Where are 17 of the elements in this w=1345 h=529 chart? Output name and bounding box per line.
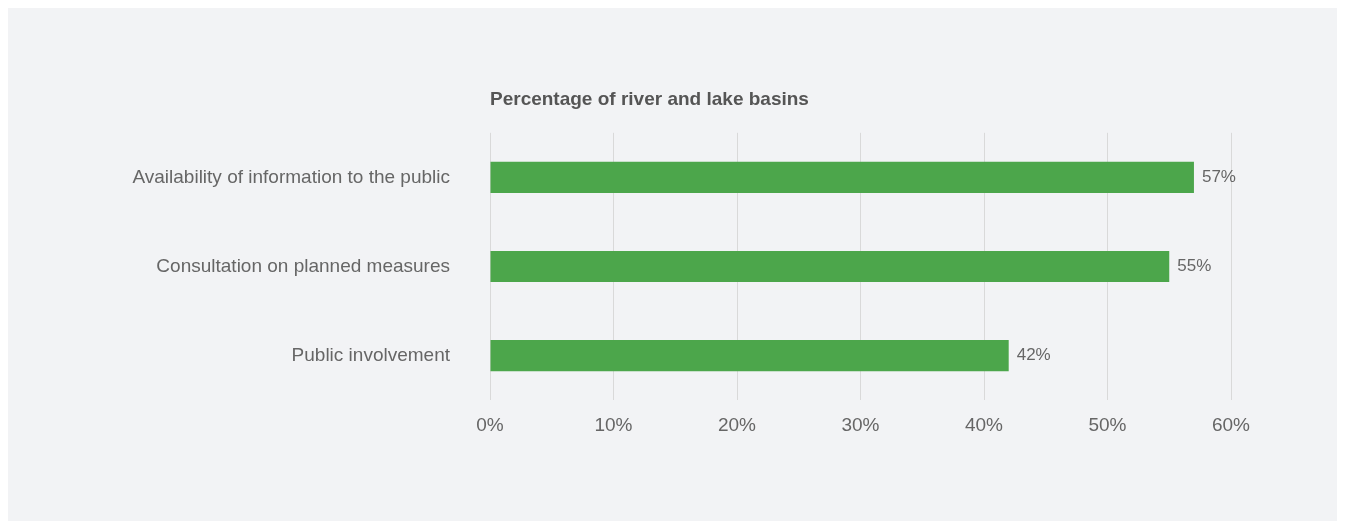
x-tick-label: 20% bbox=[717, 413, 757, 435]
y-tick-label: Public involvement bbox=[291, 343, 451, 365]
y-tick-label: Availability of information to the public bbox=[132, 165, 450, 187]
x-tick-label: 30% bbox=[841, 413, 880, 435]
x-tick-label: 10% bbox=[594, 413, 633, 435]
data-label: 42% bbox=[1016, 345, 1051, 365]
bar bbox=[490, 340, 1009, 372]
chart-title: Percentage of river and lake basins bbox=[490, 87, 809, 109]
x-tick-label: 50% bbox=[1088, 413, 1127, 435]
bar bbox=[490, 250, 1170, 283]
x-tick-label: 60% bbox=[1211, 413, 1251, 435]
data-label: 57% bbox=[1201, 167, 1236, 187]
data-label: 55% bbox=[1177, 256, 1212, 276]
x-tick-label: 0% bbox=[476, 413, 504, 435]
x-tick-label: 40% bbox=[964, 413, 1004, 435]
y-tick-label: Consultation on planned measures bbox=[156, 254, 450, 276]
bar bbox=[490, 161, 1194, 193]
